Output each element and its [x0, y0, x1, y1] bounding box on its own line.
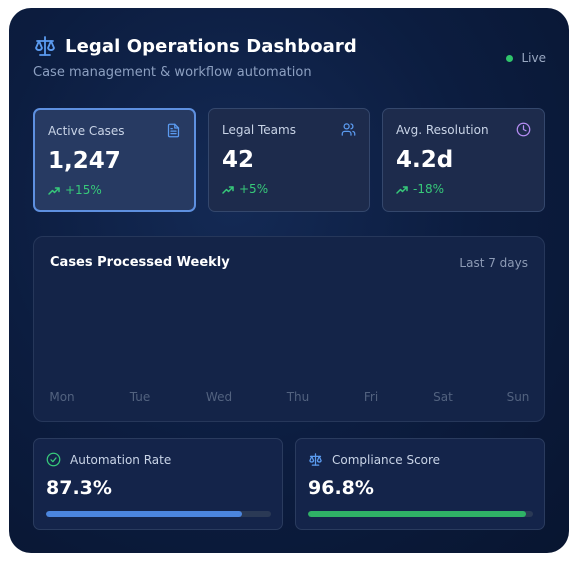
metric-label: Automation Rate: [70, 452, 172, 467]
stat-label: Legal Teams: [222, 123, 296, 137]
stat-value: 4.2d: [396, 147, 454, 173]
day-label-thu: Thu: [286, 390, 310, 404]
metric-card-automation-rate: Automation Rate 87.3%: [33, 438, 283, 530]
scale-icon: [309, 453, 322, 466]
stat-change: +5%: [222, 182, 268, 196]
stat-value: 1,247: [48, 148, 121, 174]
header: Legal Operations Dashboard: [33, 34, 357, 58]
trend-up-icon: [48, 187, 60, 195]
trend-up-icon: [396, 186, 408, 194]
stat-label: Active Cases: [48, 124, 125, 138]
day-label-wed: Wed: [205, 390, 233, 404]
metric-label: Compliance Score: [332, 452, 441, 467]
stat-label: Avg. Resolution: [396, 123, 489, 137]
day-label-mon: Mon: [49, 390, 75, 404]
metric-value: 96.8%: [308, 477, 374, 499]
stat-card-legal-teams[interactable]: Legal Teams 42 +5%: [208, 108, 370, 212]
check-circle-icon: [46, 452, 61, 467]
compliance-progress-fill: [308, 511, 526, 517]
page-title: Legal Operations Dashboard: [65, 35, 357, 57]
day-label-tue: Tue: [129, 390, 151, 404]
stat-card-active-cases[interactable]: Active Cases 1,247 +15%: [33, 108, 196, 212]
day-label-fri: Fri: [363, 390, 379, 404]
progress-track: [46, 511, 271, 517]
document-icon: [167, 123, 180, 138]
chart-title: Cases Processed Weekly: [50, 255, 230, 270]
live-status: Live: [506, 51, 546, 65]
metric-header: Automation Rate: [46, 452, 171, 467]
trend-up-icon: [222, 186, 234, 194]
dashboard-panel: Legal Operations Dashboard Case manageme…: [9, 8, 569, 553]
chart-period: Last 7 days: [459, 256, 528, 270]
live-status-label: Live: [521, 51, 546, 65]
weekly-chart-card: Cases Processed Weekly Last 7 days Mon T…: [33, 236, 545, 422]
scale-icon: [35, 36, 55, 56]
progress-track: [308, 511, 533, 517]
stat-change: -18%: [396, 182, 444, 196]
stat-change-value: +5%: [239, 182, 269, 196]
day-label-sat: Sat: [433, 390, 453, 404]
stat-card-avg-resolution[interactable]: Avg. Resolution 4.2d -18%: [382, 108, 545, 212]
day-label-sun: Sun: [506, 390, 530, 404]
automation-progress-fill: [46, 511, 243, 517]
clock-icon: [516, 122, 531, 137]
page-subtitle: Case management & workflow automation: [33, 65, 312, 80]
stat-change-value: -18%: [413, 182, 445, 196]
users-icon: [341, 123, 356, 136]
stat-change-value: +15%: [65, 183, 102, 197]
live-dot-icon: [506, 54, 514, 62]
metric-header: Compliance Score: [308, 452, 440, 467]
metric-card-compliance-score: Compliance Score 96.8%: [295, 438, 545, 530]
metric-value: 87.3%: [46, 477, 112, 499]
stat-change: +15%: [48, 183, 102, 197]
stat-value: 42: [222, 147, 255, 173]
